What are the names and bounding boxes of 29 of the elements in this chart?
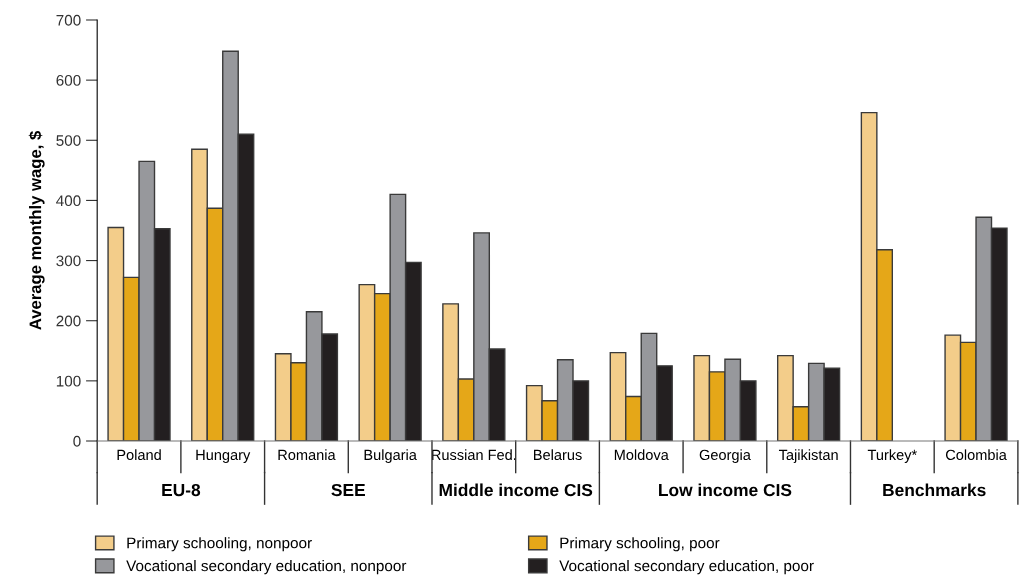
x-tick-label: Hungary [196,449,251,463]
y-tick-label: 500 [56,135,81,146]
x-tick-label: Tajikistan [778,449,838,463]
text: Benchmarks [883,483,986,497]
y-tick-label: 100 [56,375,81,387]
x-tick-label: Poland [117,449,161,461]
x-tick-label: Georgia [699,449,751,463]
text: SEE [331,483,365,497]
y-tick-label: 300 [56,255,81,267]
x-tick-label: Turkey* [867,449,917,463]
y-tick-label: 600 [56,75,81,86]
x-tick-label: Russian Fed. [432,449,516,461]
legend-label: Primary schooling, nonpoor [127,537,312,552]
legend-label: Primary schooling, poor [560,537,720,552]
y-tick-label: 0 [73,435,81,447]
legend-label: Vocational secondary education, nonpoor [126,560,407,575]
text: Low income CIS [659,483,792,497]
x-tick-label: Moldova [614,449,669,461]
x-tick-label: Bulgaria [364,449,417,463]
y-tick-label: 700 [56,14,81,26]
y-axis-title: Average monthly wage, $ [28,131,45,330]
text: Middle income CIS [439,483,593,497]
x-tick-label: Colombia [945,449,1007,461]
y-tick-label: 400 [56,195,81,207]
x-tick-label: Romania [278,449,336,461]
x-tick-label: Belarus [534,449,582,461]
y-tick-label: 200 [56,315,81,327]
text: EU-8 [162,483,201,497]
legend-label: Vocational secondary education, poor [559,560,814,575]
